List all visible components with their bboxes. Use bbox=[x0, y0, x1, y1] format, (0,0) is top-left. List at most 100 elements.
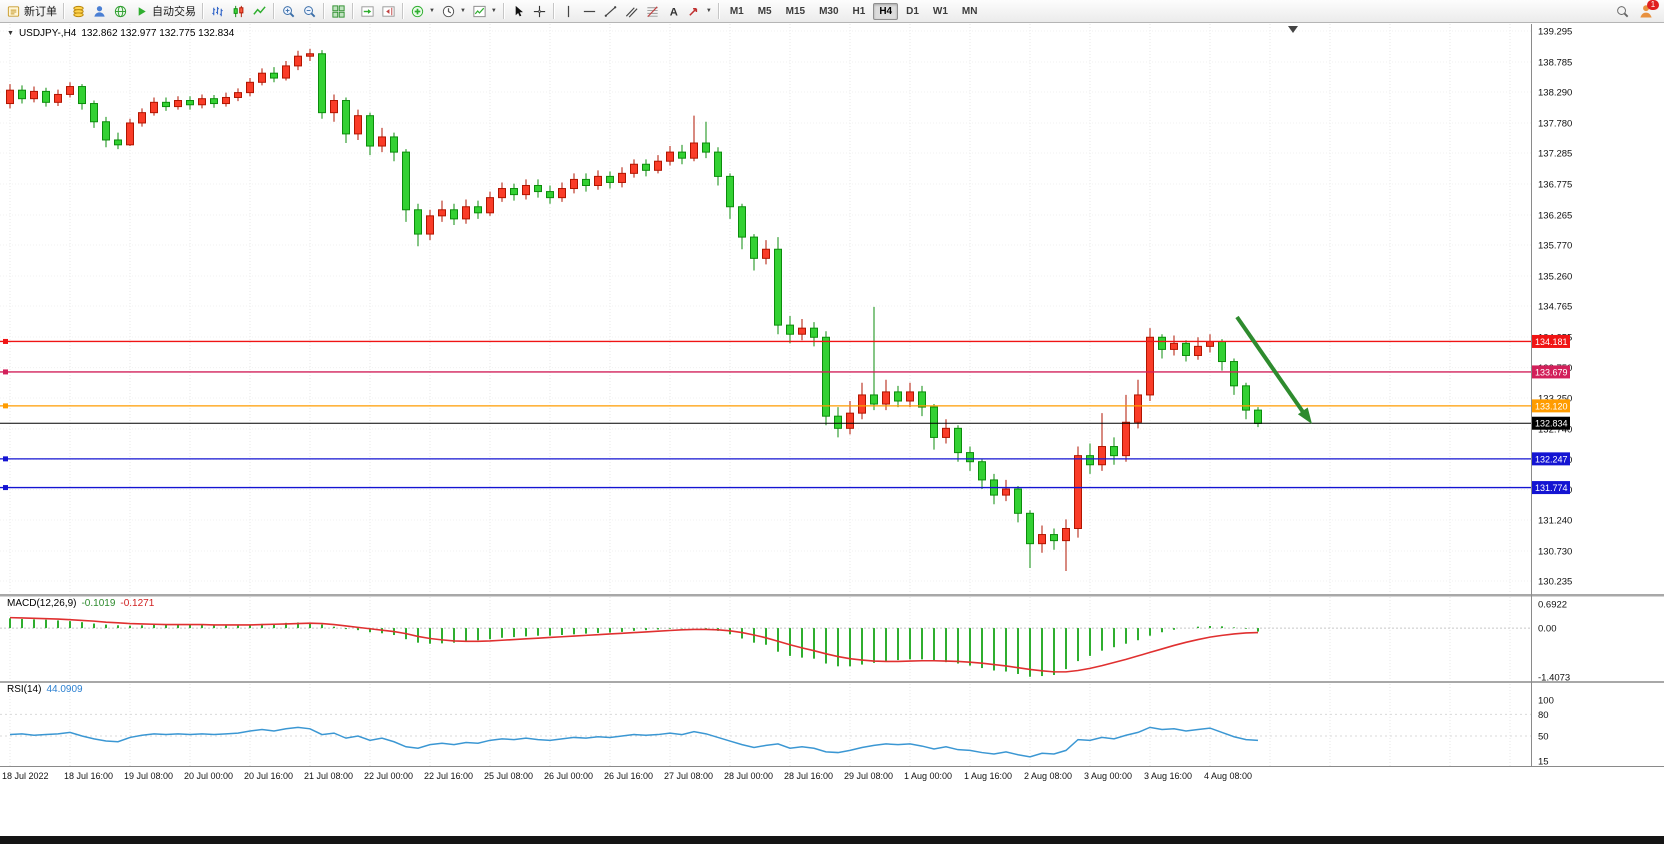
line-chart-icon bbox=[253, 5, 266, 15]
indicators-button[interactable]: ▼ bbox=[407, 1, 438, 22]
chevron-down-icon: ▼ bbox=[705, 8, 712, 14]
svg-text:27 Jul 08:00: 27 Jul 08:00 bbox=[664, 771, 713, 781]
svg-text:2 Aug 08:00: 2 Aug 08:00 bbox=[1024, 771, 1072, 781]
time-axis: 18 Jul 2022 18 Jul 16:00 19 Jul 08:00 20 Ju… bbox=[2, 771, 1252, 781]
indicators-add-icon bbox=[411, 5, 424, 17]
svg-text:19 Jul 08:00: 19 Jul 08:00 bbox=[124, 771, 173, 781]
svg-text:138.785: 138.785 bbox=[1538, 57, 1572, 68]
price-tag bbox=[1532, 452, 1570, 466]
zoom-out-icon bbox=[304, 5, 316, 17]
new-order-button[interactable]: 新订单 bbox=[3, 1, 60, 22]
candles bbox=[6, 48, 1262, 571]
svg-text:135.260: 135.260 bbox=[1538, 271, 1572, 282]
cursor-tool-button[interactable] bbox=[508, 1, 529, 22]
svg-text:4 Aug 08:00: 4 Aug 08:00 bbox=[1204, 771, 1252, 781]
timeframe-m1-button[interactable]: M1 bbox=[729, 5, 744, 17]
tile-windows-button[interactable] bbox=[328, 1, 349, 22]
horizontal-line-tool-button[interactable] bbox=[579, 1, 600, 22]
auto-scroll-button[interactable] bbox=[357, 1, 378, 22]
vertical-line-tool-button[interactable] bbox=[558, 1, 579, 22]
arrows-tool-button[interactable]: ▼ bbox=[684, 1, 715, 22]
chart-dropdown-icon[interactable]: ▼ bbox=[7, 30, 14, 37]
price-tag bbox=[1532, 399, 1570, 413]
bar-chart-icon bbox=[212, 6, 223, 16]
toolbar-separator bbox=[202, 3, 204, 19]
svg-text:139.295: 139.295 bbox=[1538, 27, 1572, 38]
vertical-line-icon bbox=[567, 5, 569, 17]
navigator-icon bbox=[94, 5, 105, 17]
timeframe-w1-button[interactable]: W1 bbox=[932, 5, 948, 17]
rsi-splitter[interactable] bbox=[0, 681, 1664, 683]
chart-shift-button[interactable] bbox=[378, 1, 399, 22]
timeframe-m30-button[interactable]: M30 bbox=[819, 5, 839, 17]
market-watch-button[interactable] bbox=[68, 1, 89, 22]
toolbar-separator bbox=[352, 3, 354, 19]
svg-text:22 Jul 16:00: 22 Jul 16:00 bbox=[424, 771, 473, 781]
market-watch-icon bbox=[73, 5, 84, 17]
svg-text:133.120: 133.120 bbox=[1535, 401, 1568, 411]
svg-text:18 Jul 2022: 18 Jul 2022 bbox=[2, 771, 49, 781]
macd-panel bbox=[0, 616, 1531, 677]
macd-main-value: -0.1019 bbox=[81, 598, 116, 609]
timeframe-m5-button[interactable]: M5 bbox=[757, 5, 772, 17]
arrow-tool-icon bbox=[689, 7, 697, 16]
svg-text:1 Aug 16:00: 1 Aug 16:00 bbox=[964, 771, 1012, 781]
toolbar-separator bbox=[323, 3, 325, 19]
svg-text:20 Jul 00:00: 20 Jul 00:00 bbox=[184, 771, 233, 781]
periods-button[interactable]: ▼ bbox=[438, 1, 469, 22]
trendline-tool-button[interactable] bbox=[600, 1, 621, 22]
svg-text:50: 50 bbox=[1538, 732, 1549, 743]
hline-handle[interactable] bbox=[3, 338, 8, 344]
svg-text:133.250: 133.250 bbox=[1538, 393, 1572, 404]
svg-text:132.247: 132.247 bbox=[1535, 454, 1568, 464]
auto-scroll-icon bbox=[361, 5, 374, 17]
rsi-panel bbox=[0, 713, 1531, 758]
svg-text:3 Aug 16:00: 3 Aug 16:00 bbox=[1144, 771, 1192, 781]
timeframe-m15-button[interactable]: M15 bbox=[785, 5, 806, 17]
hline-handle[interactable] bbox=[3, 403, 8, 409]
channel-tool-button[interactable] bbox=[621, 1, 642, 22]
chart-shift-icon bbox=[382, 5, 395, 17]
autotrading-button[interactable]: 自动交易 bbox=[131, 1, 199, 22]
timeframe-mn-button[interactable]: MN bbox=[961, 5, 978, 17]
hline-handle[interactable] bbox=[3, 369, 8, 375]
new-order-icon bbox=[7, 5, 20, 17]
svg-text:80: 80 bbox=[1538, 710, 1549, 721]
macd-splitter[interactable] bbox=[0, 594, 1664, 597]
svg-text:1 Aug 00:00: 1 Aug 00:00 bbox=[904, 771, 952, 781]
zoom-out-button[interactable] bbox=[299, 1, 320, 22]
candlestick-chart-button[interactable] bbox=[228, 1, 249, 22]
user-account-button[interactable]: 1 bbox=[1637, 0, 1659, 20]
search-icon bbox=[1617, 5, 1629, 17]
bar-chart-button[interactable] bbox=[207, 1, 228, 22]
new-order-label: 新订单 bbox=[24, 6, 57, 18]
fibonacci-tool-button[interactable] bbox=[642, 1, 663, 22]
search-button[interactable] bbox=[1612, 1, 1633, 22]
globe-icon bbox=[114, 5, 127, 17]
timeframe-h4-button[interactable]: H4 bbox=[873, 2, 899, 20]
svg-text:136.775: 136.775 bbox=[1538, 179, 1572, 190]
annotation-arrow[interactable] bbox=[1235, 315, 1312, 424]
fibonacci-icon bbox=[647, 5, 658, 17]
toolbar-separator bbox=[502, 3, 505, 19]
navigator-button[interactable] bbox=[89, 1, 110, 22]
svg-text:29 Jul 08:00: 29 Jul 08:00 bbox=[844, 771, 893, 781]
trendline-icon bbox=[604, 5, 617, 17]
crosshair-tool-button[interactable] bbox=[529, 1, 550, 22]
chart-header: ▼ USDJPY-,H4 132.862 132.977 132.775 132… bbox=[7, 28, 234, 39]
svg-text:22 Jul 00:00: 22 Jul 00:00 bbox=[364, 771, 413, 781]
chevron-down-icon: ▼ bbox=[490, 8, 497, 14]
zoom-in-button[interactable] bbox=[278, 1, 299, 22]
svg-text:132.740: 132.740 bbox=[1538, 424, 1572, 435]
text-tool-button[interactable]: A bbox=[663, 1, 684, 22]
timeframe-h1-button[interactable]: H1 bbox=[852, 5, 866, 17]
terminal-button[interactable] bbox=[110, 1, 131, 22]
clock-icon bbox=[442, 5, 455, 17]
hline-handle[interactable] bbox=[3, 456, 8, 462]
hline-handle[interactable] bbox=[3, 485, 8, 491]
chart-properties-button[interactable]: ▼ bbox=[469, 1, 500, 22]
panel-separators[interactable] bbox=[0, 24, 1664, 767]
timeframe-d1-button[interactable]: D1 bbox=[906, 5, 919, 17]
line-chart-button[interactable] bbox=[249, 1, 270, 22]
